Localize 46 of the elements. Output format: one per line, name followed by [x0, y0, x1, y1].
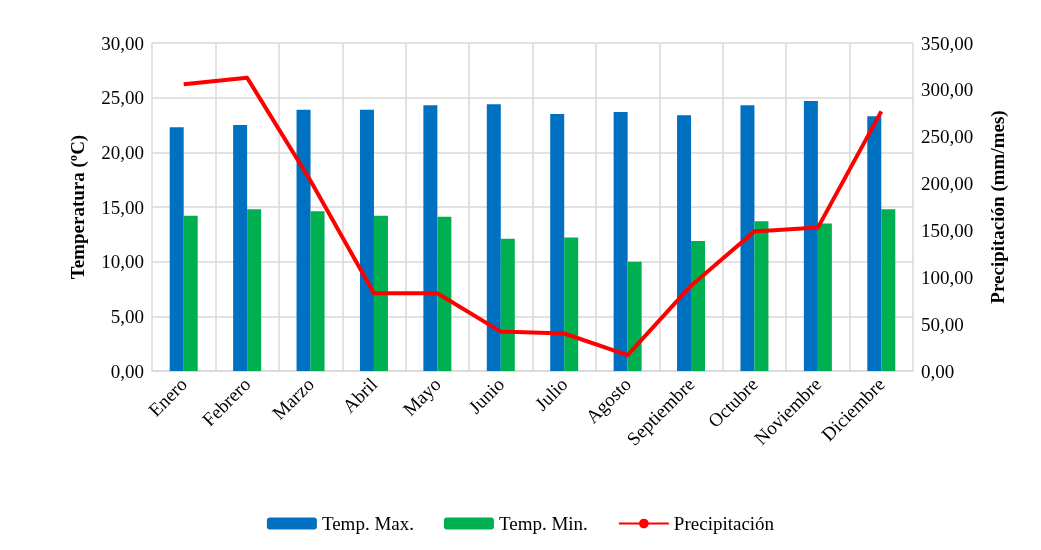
y2-tick-label: 300,00: [921, 79, 974, 101]
bar: [373, 215, 388, 371]
bar: [740, 105, 755, 371]
bar: [867, 116, 882, 371]
bar: [423, 105, 438, 371]
y-tick-label: 20,00: [101, 141, 144, 163]
bar: [183, 215, 198, 371]
y2-tick-label: 100,00: [921, 266, 974, 288]
x-tick-label: Julio: [530, 373, 572, 415]
y-tick-label: 5,00: [110, 305, 144, 327]
y2-tick-label: 50,00: [921, 313, 964, 335]
bar: [881, 209, 896, 371]
line-series: [181, 75, 884, 358]
bar: [677, 115, 692, 371]
y-tick-label: 15,00: [101, 196, 144, 218]
legend-label: Precipitación: [673, 513, 775, 534]
y-tick-label: 0,00: [110, 360, 144, 382]
bar: [817, 223, 832, 371]
bar: [564, 237, 579, 371]
y-tick-label: 25,00: [101, 87, 144, 109]
bar: [500, 238, 515, 371]
y-tick-label: 30,00: [101, 32, 144, 54]
bar: [359, 109, 374, 371]
bar: [247, 209, 262, 371]
bar: [310, 211, 325, 371]
bar: [296, 109, 311, 371]
y-tick-label: 10,00: [101, 251, 144, 273]
y2-tick-label: 200,00: [921, 173, 974, 195]
bar: [691, 240, 706, 371]
y2-tick-label: 150,00: [921, 219, 974, 241]
bar: [169, 127, 184, 371]
y2-axis-title: Precipitación (mm/mes): [987, 110, 1009, 304]
legend-label: Temp. Max.: [321, 513, 414, 534]
bar: [754, 221, 769, 371]
bar: [613, 111, 628, 371]
y2-tick-label: 0,00: [921, 360, 955, 382]
bar: [486, 104, 501, 371]
bar: [233, 125, 248, 371]
bar: [437, 216, 452, 371]
legend-label: Temp. Min.: [498, 513, 588, 534]
bar: [803, 100, 818, 371]
bar: [627, 261, 642, 371]
y-axis-title: Temperatura (ºC): [67, 134, 89, 280]
y2-tick-label: 250,00: [921, 126, 974, 148]
bar: [550, 114, 565, 371]
y2-tick-label: 350,00: [921, 32, 974, 54]
